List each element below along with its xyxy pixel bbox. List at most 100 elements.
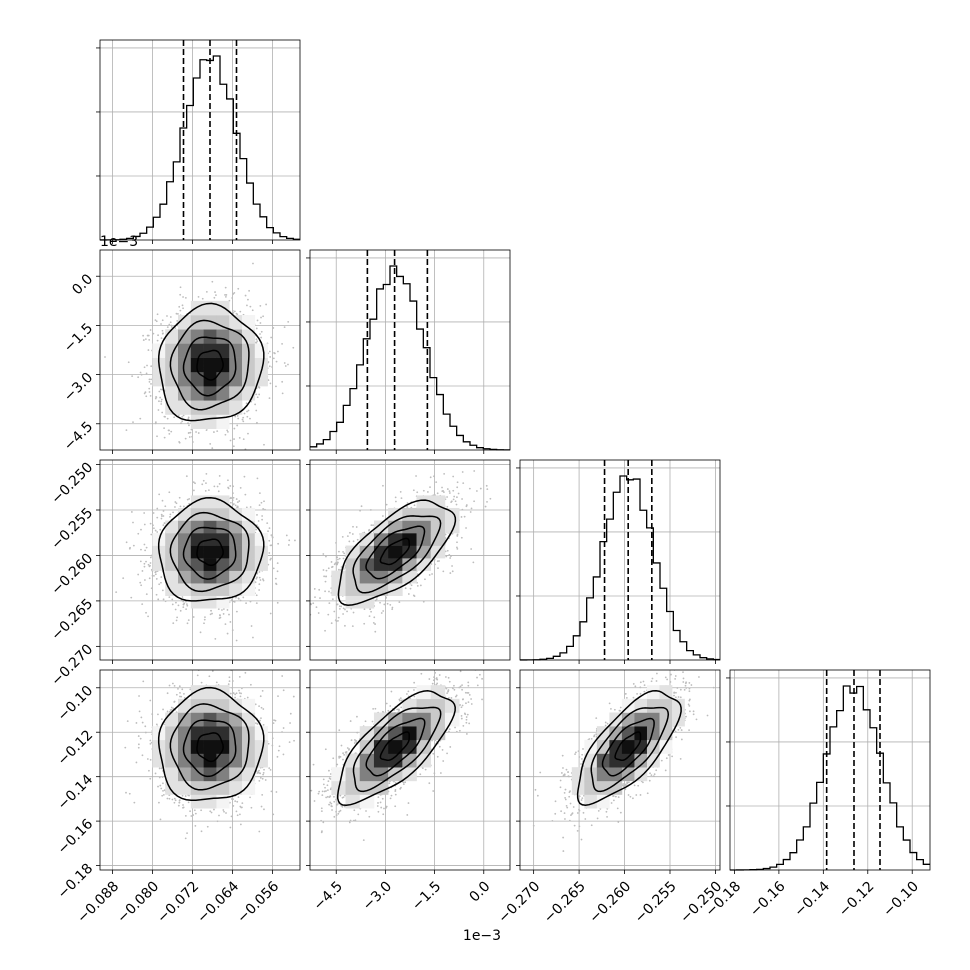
scatter-point [158,493,161,496]
scatter-point [152,332,155,335]
scatter-point [179,505,182,508]
scatter-point [174,608,177,611]
scatter-point [179,293,182,296]
scatter-point [456,486,459,489]
scatter-point [149,562,152,564]
scatter-point [185,475,188,478]
scatter-point [156,531,159,533]
density-cell [178,400,192,415]
scatter-point [148,387,151,390]
density-cell [216,533,230,546]
scatter-point [197,295,200,298]
scatter-point [157,598,160,601]
scatter-point [131,375,134,378]
scatter-point [254,403,257,406]
scatter-point [166,326,169,329]
scatter-point [174,506,176,508]
density-cell [203,357,217,373]
scatter-point [277,542,280,545]
scatter-point [186,498,189,501]
scatter-point [149,522,152,525]
scatter-point [249,506,252,508]
scatter-point [209,443,212,445]
scatter-point [236,415,239,417]
scatter-point [125,429,128,432]
scatter-point [148,391,151,393]
scatter-point [149,556,152,559]
density-cell [190,400,204,415]
density-cell [203,414,217,429]
scatter-point [182,600,185,603]
scatter-point [160,576,163,578]
scatter-point [219,616,222,619]
scatter-point [159,388,162,391]
density-cell [203,386,217,401]
scatter-point [249,600,252,603]
density-cell [203,570,217,584]
scatter-point [276,562,279,565]
scatter-point [137,532,140,535]
scatter-point [160,513,163,516]
scatter-point [132,421,134,424]
scatter-point [175,619,178,622]
scatter-point [283,326,286,329]
scatter-point [122,577,125,580]
scatter-point [228,613,230,616]
scatter-point [158,390,161,393]
scatter-point [231,499,234,502]
scatter-point [274,577,277,580]
scatter-point [229,485,232,487]
scatter-point [160,400,163,403]
scatter-point [258,589,261,591]
scatter-point [236,501,239,504]
density-cell [229,400,243,415]
scatter-point [269,356,272,358]
scatter-point [269,382,272,385]
scatter-point [239,599,242,602]
scatter-point [222,613,225,615]
scatter-point [194,482,196,485]
scatter-point [239,486,242,489]
scatter-point [205,290,208,293]
scatter-point [195,431,197,433]
scatter-point [132,521,134,524]
scatter-point [226,431,229,433]
scatter-point [104,356,106,358]
scatter-point [256,514,258,516]
scatter-point [287,321,290,323]
scatter-point [145,611,147,614]
density-cell [229,315,243,330]
scatter-point [171,603,174,606]
density-panel-2-1 [310,460,510,660]
scatter-point [266,522,269,525]
scatter-point [232,311,235,314]
scatter-point [216,430,219,433]
scatter-point [149,564,151,567]
scatter-point [154,397,157,400]
scatter-point [163,436,166,439]
scatter-point [252,262,254,265]
scatter-point [202,479,205,482]
density-cell [190,495,204,509]
scatter-point [221,609,223,611]
density-cell [254,533,268,546]
scatter-point [115,591,118,594]
scatter-point [337,616,340,619]
scatter-point [144,549,147,552]
scatter-point [258,492,261,495]
density-panel-1-0 [100,250,300,450]
scatter-point [201,483,204,486]
density-panel-2-0 [100,460,300,660]
scatter-point [256,421,258,424]
scatter-point [233,291,236,294]
density-cell [165,371,179,387]
scatter-point [155,570,157,573]
scatter-point [211,612,213,615]
scatter-point [451,570,454,573]
scatter-point [182,307,184,310]
scatter-point [247,409,250,412]
scatter-point [261,515,264,517]
scatter-point [170,326,173,328]
scatter-point [257,520,260,522]
scatter-point [176,319,179,322]
